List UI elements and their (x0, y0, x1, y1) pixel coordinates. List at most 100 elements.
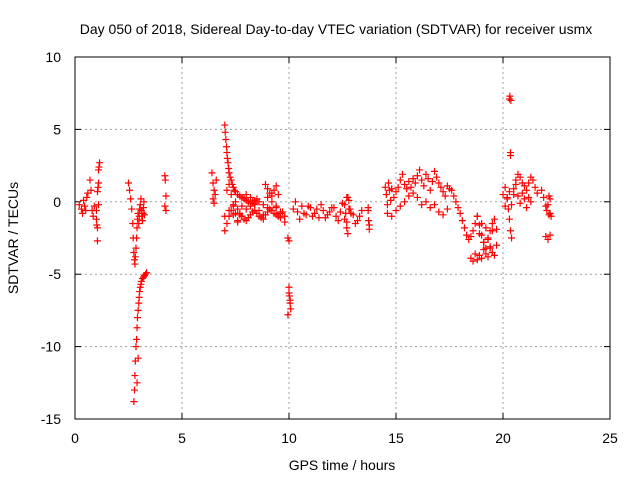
data-point (313, 205, 321, 213)
data-point (394, 183, 402, 191)
data-point (452, 198, 460, 206)
data-point (129, 220, 137, 228)
data-point (95, 179, 103, 187)
data-point (486, 243, 494, 251)
data-point (133, 335, 141, 343)
data-point (454, 204, 462, 212)
data-point (493, 225, 501, 233)
data-point (538, 186, 546, 194)
data-point (435, 179, 443, 187)
data-point (294, 208, 302, 216)
data-point (336, 208, 344, 216)
data-point (242, 205, 250, 213)
data-point (81, 202, 89, 210)
data-point (422, 170, 430, 178)
data-point (523, 186, 531, 194)
data-point (259, 201, 267, 209)
data-point (259, 211, 267, 219)
data-point (75, 201, 83, 209)
data-point (285, 237, 293, 245)
data-point (341, 201, 349, 209)
data-point (405, 178, 413, 186)
data-point (403, 185, 411, 193)
data-point (478, 220, 486, 228)
data-point (131, 260, 139, 268)
data-point (125, 179, 132, 187)
data-point (431, 167, 439, 175)
data-point (388, 185, 396, 193)
y-tick-label: -10 (41, 339, 61, 355)
data-point (507, 96, 515, 104)
data-point (506, 227, 514, 235)
data-point (161, 202, 169, 210)
data-point (344, 230, 352, 238)
data-point (161, 176, 169, 184)
data-point (365, 221, 373, 229)
data-point (264, 185, 272, 193)
data-point (93, 224, 101, 232)
data-point (439, 211, 447, 219)
data-point (388, 212, 396, 220)
data-point (221, 227, 229, 235)
data-point (516, 199, 524, 207)
data-point (135, 220, 143, 228)
data-point (501, 183, 509, 191)
data-point (162, 206, 170, 214)
data-point (505, 215, 513, 223)
data-point (418, 201, 426, 209)
data-point (420, 182, 428, 190)
data-point (223, 220, 231, 228)
data-point (264, 193, 272, 201)
data-point (96, 159, 104, 167)
data-point (508, 234, 516, 242)
x-tick-label: 20 (495, 430, 511, 446)
data-point (424, 175, 432, 183)
data-point (342, 209, 350, 217)
data-point (413, 193, 421, 201)
grid-lines (75, 57, 610, 419)
data-point (234, 217, 242, 225)
data-point (289, 205, 297, 213)
data-point (475, 230, 483, 238)
data-point (365, 217, 373, 225)
data-point (128, 205, 136, 213)
data-point (143, 269, 151, 277)
data-point (133, 224, 141, 232)
data-point (364, 204, 372, 212)
y-tick-label: 5 (53, 121, 61, 137)
data-point (405, 192, 413, 200)
plot-frame (74, 56, 611, 420)
data-point (493, 241, 501, 249)
data-point (131, 253, 139, 261)
data-point (130, 386, 138, 394)
y-tick-label: 10 (45, 49, 61, 65)
data-point (488, 227, 496, 235)
data-point (225, 169, 233, 177)
data-point (230, 186, 238, 194)
data-point (484, 253, 492, 261)
data-point (133, 314, 141, 322)
data-point (242, 191, 250, 199)
data-point (467, 233, 475, 241)
data-point (93, 188, 101, 196)
y-tick-label: 0 (53, 194, 61, 210)
data-point (131, 372, 139, 380)
data-point (238, 212, 246, 220)
data-point (506, 149, 514, 157)
data-point (136, 205, 144, 213)
data-point (533, 189, 541, 197)
data-point (255, 206, 263, 214)
data-point (332, 212, 340, 220)
data-point (221, 212, 229, 220)
data-point (401, 198, 409, 206)
data-point (516, 173, 524, 181)
data-point (426, 186, 434, 194)
data-point (428, 178, 436, 186)
data-point (246, 202, 254, 210)
data-point (300, 209, 308, 217)
data-point (344, 193, 352, 201)
x-tick-label: 25 (602, 430, 618, 446)
y-tick-label: -5 (49, 266, 62, 282)
data-point (525, 179, 533, 187)
